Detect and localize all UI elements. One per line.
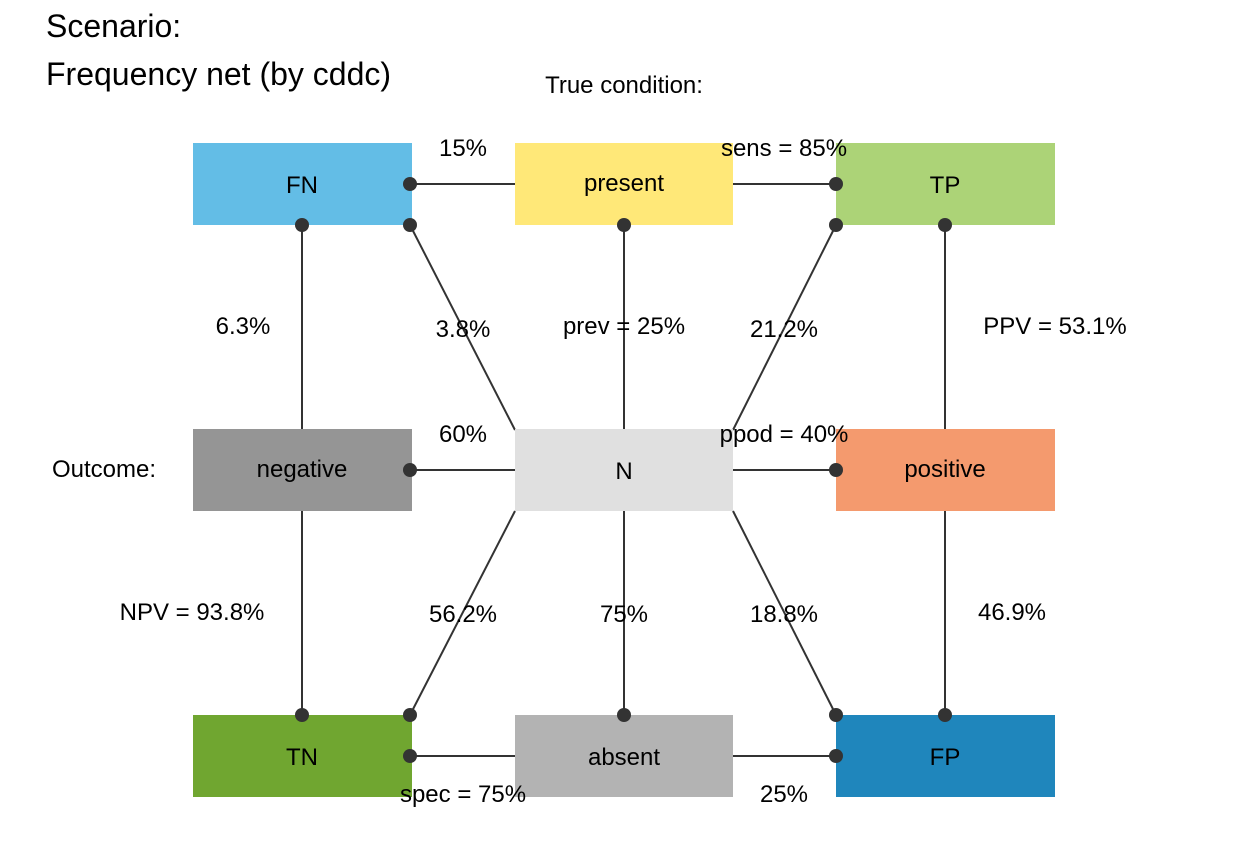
endpoint-fp-left	[829, 749, 843, 763]
edge-endpoints	[295, 177, 952, 763]
node-tp-box	[836, 143, 1055, 225]
node-labels: FN present TP negative N positive TN abs…	[257, 170, 986, 771]
label-absent-fp: 25%	[760, 781, 808, 808]
label-negative-tn: NPV = 93.8%	[120, 599, 265, 626]
endpoint-tp-bottom	[938, 218, 952, 232]
node-absent-label: absent	[588, 744, 660, 771]
endpoint-tn-top	[295, 708, 309, 722]
outcome-header: Outcome:	[52, 456, 156, 483]
node-negative-label: negative	[257, 456, 348, 483]
endpoint-tn-corner	[403, 708, 417, 722]
node-tn-box	[193, 715, 412, 797]
label-positive-fp: 46.9%	[978, 599, 1046, 626]
endpoint-tp-corner	[829, 218, 843, 232]
endpoint-fp-top	[938, 708, 952, 722]
label-present-fn: 15%	[439, 135, 487, 162]
edge-n-tp	[732, 224, 837, 431]
endpoint-fn-corner	[403, 218, 417, 232]
node-tp-label: TP	[930, 172, 961, 199]
endpoint-positive-left	[829, 463, 843, 477]
node-present-box	[515, 143, 733, 225]
node-positive-box	[836, 429, 1055, 511]
endpoint-fn-right	[403, 177, 417, 191]
label-n-negative: 60%	[439, 421, 487, 448]
edge-n-fp	[732, 510, 837, 716]
nodes	[193, 143, 1055, 797]
scenario-title: Scenario:	[46, 8, 182, 44]
edge-labels: 15% sens = 85% 6.3% 3.8% prev = 25% 21.2…	[120, 135, 1127, 808]
edges	[301, 183, 946, 757]
endpoint-absent-top	[617, 708, 631, 722]
node-negative-box	[193, 429, 412, 511]
label-tp-positive: PPV = 53.1%	[983, 313, 1126, 340]
node-fn-box	[193, 143, 412, 225]
edge-n-fn	[409, 224, 516, 431]
label-n-positive: ppod = 40%	[720, 421, 849, 448]
label-n-absent: 75%	[600, 601, 648, 628]
label-n-tp: 21.2%	[750, 316, 818, 343]
label-absent-tn: spec = 75%	[400, 781, 526, 808]
endpoint-negative-right	[403, 463, 417, 477]
label-n-fp: 18.8%	[750, 601, 818, 628]
diagram-title: Frequency net (by cddc)	[46, 56, 392, 92]
label-n-fn: 3.8%	[436, 316, 491, 343]
endpoint-fp-corner	[829, 708, 843, 722]
node-fp-label: FP	[930, 744, 961, 771]
node-fp-box	[836, 715, 1055, 797]
node-tn-label: TN	[286, 744, 318, 771]
endpoint-tp-left	[829, 177, 843, 191]
label-present-tp: sens = 85%	[721, 135, 847, 162]
condition-header: True condition:	[545, 72, 703, 99]
endpoint-fn-bottom	[295, 218, 309, 232]
label-fn-negative: 6.3%	[216, 313, 271, 340]
node-fn-label: FN	[286, 172, 318, 199]
edge-n-tn	[409, 510, 516, 716]
label-n-present: prev = 25%	[563, 313, 685, 340]
node-n-box	[515, 429, 733, 511]
label-n-tn: 56.2%	[429, 601, 497, 628]
node-n-label: N	[615, 458, 632, 485]
node-present-label: present	[584, 170, 664, 197]
endpoint-tn-right	[403, 749, 417, 763]
node-positive-label: positive	[904, 456, 985, 483]
endpoint-present-bottom	[617, 218, 631, 232]
node-absent-box	[515, 715, 733, 797]
